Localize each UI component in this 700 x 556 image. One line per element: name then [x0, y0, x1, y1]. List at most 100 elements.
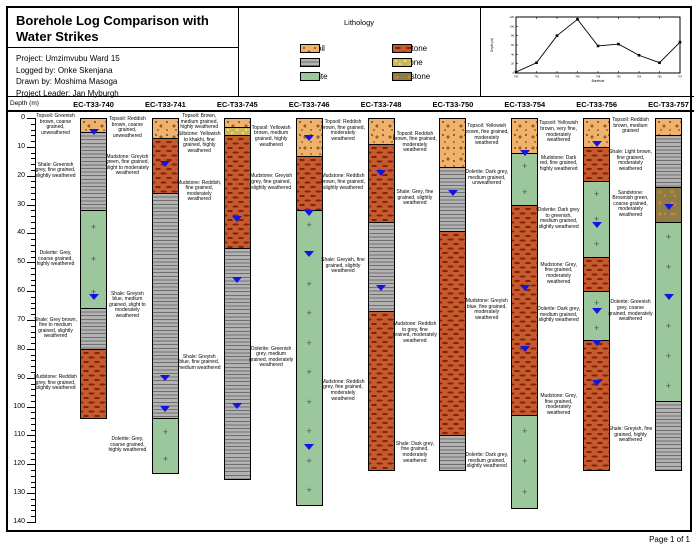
title-divider: [6, 47, 238, 48]
dolerite-cross-mark: +: [665, 380, 672, 391]
chart-point: [555, 34, 559, 37]
dolerite-cross-mark: +: [665, 321, 672, 332]
minor-tick: [31, 158, 35, 160]
dolerite-cross-mark: +: [306, 367, 312, 378]
water-strike-marker: [591, 221, 602, 228]
legend-item-dolerite: Dolerite: [300, 69, 388, 83]
minor-tick: [31, 193, 35, 195]
borehole-header: EC-T33-741: [144, 100, 186, 109]
minor-tick: [31, 129, 35, 131]
dolerite-cross-mark: +: [522, 186, 528, 197]
minor-tick: [31, 412, 35, 414]
minor-tick: [31, 458, 35, 460]
tick-label: 130: [13, 489, 25, 497]
chart-point: [658, 61, 661, 65]
lith-description: Shale: Grey brown, fine to medium graine…: [34, 316, 77, 340]
lith-segment-mudstone: [80, 348, 107, 420]
lith-description: Shale: Greyish, fine grained, slightly w…: [321, 257, 365, 275]
lith-segment-dolerite: + + +: [80, 210, 107, 310]
dolerite-cross-mark: +: [90, 221, 97, 232]
major-tick: [27, 435, 35, 437]
lith-description: Mudstone: Greyish green, fine grained, s…: [105, 153, 150, 177]
minor-tick: [31, 337, 35, 339]
minor-tick: [31, 487, 35, 489]
lith-description: Mudstone: Grey, fine grained, moderately…: [540, 261, 577, 285]
minor-tick: [31, 441, 35, 443]
lith-description: Shale: Dark grey, fine grained, moderate…: [395, 440, 434, 464]
lith-description: Dolerite: Greenish grey, coarse grained,…: [608, 299, 653, 323]
lith-segment-shale: [655, 400, 682, 472]
header-divider-1: [238, 6, 239, 96]
minor-tick: [31, 400, 35, 402]
chart-x-axis-label: Borehole: [592, 79, 605, 83]
chart-point: [535, 61, 538, 65]
lith-description: Dolerite: Grey, coarse grained, highly w…: [108, 436, 147, 454]
dolerite-cross-mark: +: [593, 322, 600, 333]
drawn-by-line: Drawn by: Moshima Masoga: [16, 77, 118, 87]
dolerite-cross-mark: +: [593, 188, 600, 199]
water-strike-marker: [232, 215, 243, 222]
dolerite-cross-mark: +: [90, 254, 97, 265]
lith-segment-shale: [151, 193, 179, 420]
major-tick: [27, 348, 35, 350]
water-strike-marker: [663, 204, 674, 211]
lith-segment-mudstone: [439, 230, 467, 437]
lith-segment-mudstone: [583, 146, 611, 183]
water-strike-marker: [376, 169, 386, 176]
major-tick: [27, 320, 35, 322]
lith-description: Topsoil: Yellowish brown, fine grained, …: [464, 123, 509, 147]
lith-description: Siltstone: Yellowish to khakhi, fine gra…: [177, 131, 221, 154]
chart-point: [514, 70, 518, 74]
lith-segment-topsoil: [655, 118, 682, 137]
chart-point: [678, 40, 682, 44]
minor-tick: [31, 268, 35, 270]
minor-tick: [31, 256, 35, 258]
borehole-header: EC-T33-740: [73, 100, 114, 109]
legend-swatch-shale: [300, 57, 320, 67]
minor-tick: [31, 389, 35, 391]
chart-x-tick-label: 740: [514, 75, 519, 79]
minor-tick: [31, 360, 35, 362]
chart-x-tick-label: 757: [678, 75, 683, 79]
legend-swatch-dolerite: [300, 71, 320, 81]
major-tick: [27, 464, 35, 466]
legend-item-siltstone: Siltstone: [392, 55, 497, 69]
dolerite-cross-mark: +: [162, 426, 168, 437]
tick-label: 30: [17, 200, 25, 208]
lith-segment-topsoil: [511, 118, 539, 154]
minor-tick: [31, 343, 35, 345]
borehole-header: EC-T33-745: [216, 100, 258, 109]
water-strike-marker: [304, 250, 315, 257]
water-strike-marker: [304, 210, 315, 217]
minor-tick: [31, 250, 35, 252]
dolerite-cross-mark: +: [593, 298, 600, 309]
borehole-header: EC-T33-746: [288, 100, 330, 109]
lith-segment-shale: [80, 132, 107, 212]
tick-label: 40: [17, 229, 25, 237]
lith-segment-shale: [367, 221, 395, 313]
lith-segment-dolerite: + +: [151, 418, 179, 474]
minor-tick: [31, 395, 35, 397]
lith-segment-shale: [439, 435, 467, 472]
major-tick: [27, 233, 35, 235]
lith-description: Shale: Greyish, fine grained, highly wea…: [608, 425, 653, 444]
minor-tick: [31, 141, 35, 143]
major-tick: [27, 146, 35, 148]
water-strike-marker: [160, 161, 171, 168]
tick-label: 10: [17, 142, 25, 150]
major-tick: [27, 204, 35, 206]
minor-tick: [31, 169, 35, 171]
chart-y-tick-label: 80: [511, 34, 514, 38]
minor-tick: [31, 481, 35, 483]
water-strike-marker: [663, 293, 674, 300]
lith-segment-mudstone: [583, 256, 611, 293]
minor-tick: [31, 331, 35, 333]
tick-label: 20: [17, 171, 25, 179]
minor-tick: [31, 314, 35, 316]
chart-point: [576, 18, 579, 21]
dolerite-cross-mark: +: [306, 455, 312, 466]
lith-description: Dolerite: Grey, coarse grained, highly w…: [36, 249, 75, 268]
minor-tick: [31, 470, 35, 472]
borehole-header: EC-T33-756: [576, 100, 618, 109]
chart-x-tick-label: 748: [596, 75, 601, 79]
